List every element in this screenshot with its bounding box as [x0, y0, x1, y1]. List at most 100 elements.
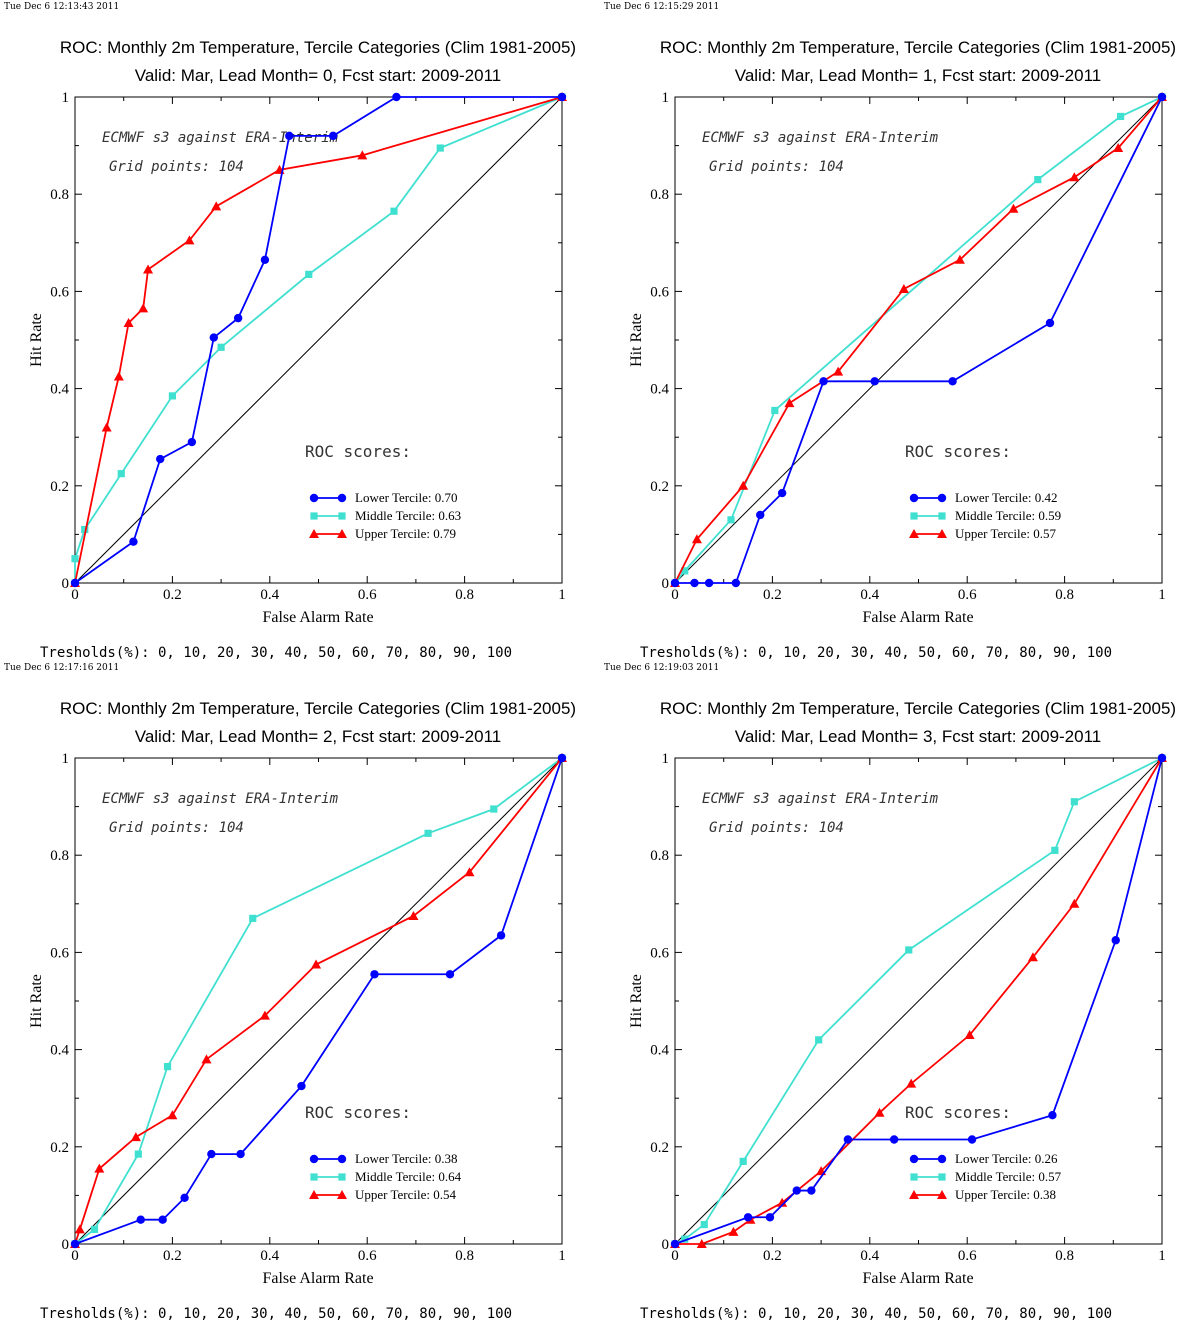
- legend-marker-upper: [909, 1190, 919, 1199]
- roc-scores-heading: ROC scores:: [305, 442, 411, 461]
- legend-label-lower: Lower Tercile: 0.38: [355, 1151, 457, 1166]
- point-lower: [129, 537, 138, 546]
- chart-title: ROC: Monthly 2m Temperature, Tercile Cat…: [660, 699, 1176, 718]
- y-axis-label: Hit Rate: [628, 974, 645, 1028]
- y-tick-label: 0.4: [50, 382, 69, 398]
- legend-label-middle: Middle Tercile: 0.63: [355, 508, 461, 523]
- y-tick-label: 0.4: [650, 1043, 669, 1059]
- point-lower: [1048, 1111, 1057, 1120]
- point-lower: [209, 333, 218, 342]
- grid-points-note: Grid points: 104: [109, 159, 244, 175]
- point-upper: [1008, 203, 1019, 213]
- x-axis-label: False Alarm Rate: [262, 609, 373, 626]
- point-middle: [1117, 112, 1125, 121]
- point-upper: [874, 1107, 885, 1117]
- legend-marker-middle: [938, 512, 946, 520]
- legend-marker-upper: [337, 529, 347, 538]
- x-tick-label: 0.6: [358, 1248, 377, 1264]
- point-lower: [136, 1215, 145, 1224]
- point-lower: [843, 1135, 853, 1144]
- point-upper: [696, 1239, 707, 1248]
- x-tick-label: 0.2: [763, 587, 782, 603]
- series-line-middle: [74, 757, 563, 1245]
- point-upper: [738, 480, 749, 490]
- legend-marker-middle: [938, 1173, 946, 1181]
- point-middle: [134, 1150, 142, 1158]
- point-upper: [357, 150, 368, 160]
- point-lower: [690, 578, 699, 588]
- point-upper: [833, 366, 844, 376]
- timestamp: Tue Dec 6 12:19:03 2011: [604, 663, 719, 673]
- no-skill-diagonal: [674, 96, 1163, 584]
- point-middle: [700, 1220, 708, 1229]
- point-lower: [445, 970, 455, 979]
- x-tick-label: 0.8: [455, 587, 474, 603]
- point-lower: [260, 255, 270, 265]
- point-lower: [792, 1186, 801, 1195]
- y-tick-label: 0.8: [50, 848, 69, 864]
- y-tick-label: 0.4: [650, 382, 669, 398]
- timestamp: Tue Dec 6 12:13:43 2011: [4, 2, 119, 12]
- point-upper: [201, 1054, 212, 1064]
- y-tick-label: 1: [662, 90, 670, 106]
- model-note: ECMWF s3 against ERA-Interim: [102, 791, 339, 807]
- point-middle: [390, 207, 398, 215]
- x-axis-label: False Alarm Rate: [862, 1270, 973, 1287]
- point-middle: [249, 914, 257, 922]
- y-tick-label: 0: [62, 576, 70, 592]
- point-upper: [138, 303, 149, 313]
- thresholds-text: Tresholds(%): 0, 10, 20, 30, 40, 50, 60,…: [640, 645, 1112, 661]
- roc-panel-lead-1: Tue Dec 6 12:15:29 2011 ROC: Monthly 2m T…: [600, 0, 1200, 661]
- point-middle: [681, 567, 689, 575]
- y-tick-label: 0.4: [50, 1043, 69, 1059]
- point-upper: [728, 1226, 739, 1236]
- chart-title: ROC: Monthly 2m Temperature, Tercile Cat…: [60, 699, 576, 718]
- point-lower: [1157, 92, 1167, 102]
- y-axis-label: Hit Rate: [628, 313, 645, 367]
- no-skill-diagonal: [674, 757, 1163, 1245]
- point-lower: [207, 1149, 216, 1159]
- point-upper: [130, 1132, 141, 1142]
- x-tick-label: 0.8: [1055, 587, 1074, 603]
- timestamp: Tue Dec 6 12:15:29 2011: [604, 2, 719, 12]
- point-upper: [167, 1110, 178, 1120]
- x-tick-label: 0.8: [455, 1248, 474, 1264]
- y-tick-label: 1: [62, 751, 70, 767]
- point-upper: [94, 1163, 105, 1173]
- chart-title: ROC: Monthly 2m Temperature, Tercile Cat…: [660, 38, 1176, 57]
- x-tick-label: 0.2: [163, 587, 182, 603]
- point-lower: [557, 92, 567, 102]
- x-tick-label: 0.6: [958, 1248, 977, 1264]
- x-tick-label: 0.2: [163, 1248, 182, 1264]
- legend-label-lower: Lower Tercile: 0.26: [955, 1151, 1058, 1166]
- point-lower: [158, 1215, 167, 1224]
- legend-marker-upper: [337, 1190, 347, 1199]
- point-middle: [305, 270, 313, 278]
- x-tick-label: 0.4: [260, 1248, 279, 1264]
- point-lower: [557, 753, 567, 763]
- point-upper: [784, 398, 795, 408]
- roc-scores-heading: ROC scores:: [905, 1103, 1011, 1122]
- legend-marker-upper: [937, 1190, 947, 1199]
- point-upper: [906, 1078, 917, 1088]
- point-lower: [297, 1081, 306, 1091]
- chart-subtitle: Valid: Mar, Lead Month= 2, Fcst start: 2…: [135, 727, 502, 746]
- point-upper: [1113, 143, 1124, 153]
- point-upper: [184, 235, 195, 245]
- point-middle: [168, 392, 176, 400]
- x-tick-label: 0: [671, 587, 679, 603]
- chart-title: ROC: Monthly 2m Temperature, Tercile Cat…: [60, 38, 576, 57]
- point-upper: [123, 317, 134, 327]
- legend-label-middle: Middle Tercile: 0.59: [955, 508, 1061, 523]
- point-upper: [954, 254, 965, 264]
- y-tick-label: 0: [662, 1237, 670, 1253]
- legend-marker-middle: [310, 1173, 318, 1181]
- legend-marker-lower: [937, 1154, 947, 1164]
- no-skill-diagonal: [74, 96, 563, 584]
- y-axis-label: Hit Rate: [28, 974, 45, 1028]
- x-tick-label: 0: [71, 587, 79, 603]
- point-upper: [101, 422, 112, 432]
- roc-panel-lead-0: Tue Dec 6 12:13:43 2011 ROC: Monthly 2m T…: [0, 0, 600, 661]
- legend-marker-lower: [337, 1154, 347, 1164]
- point-lower: [756, 510, 765, 520]
